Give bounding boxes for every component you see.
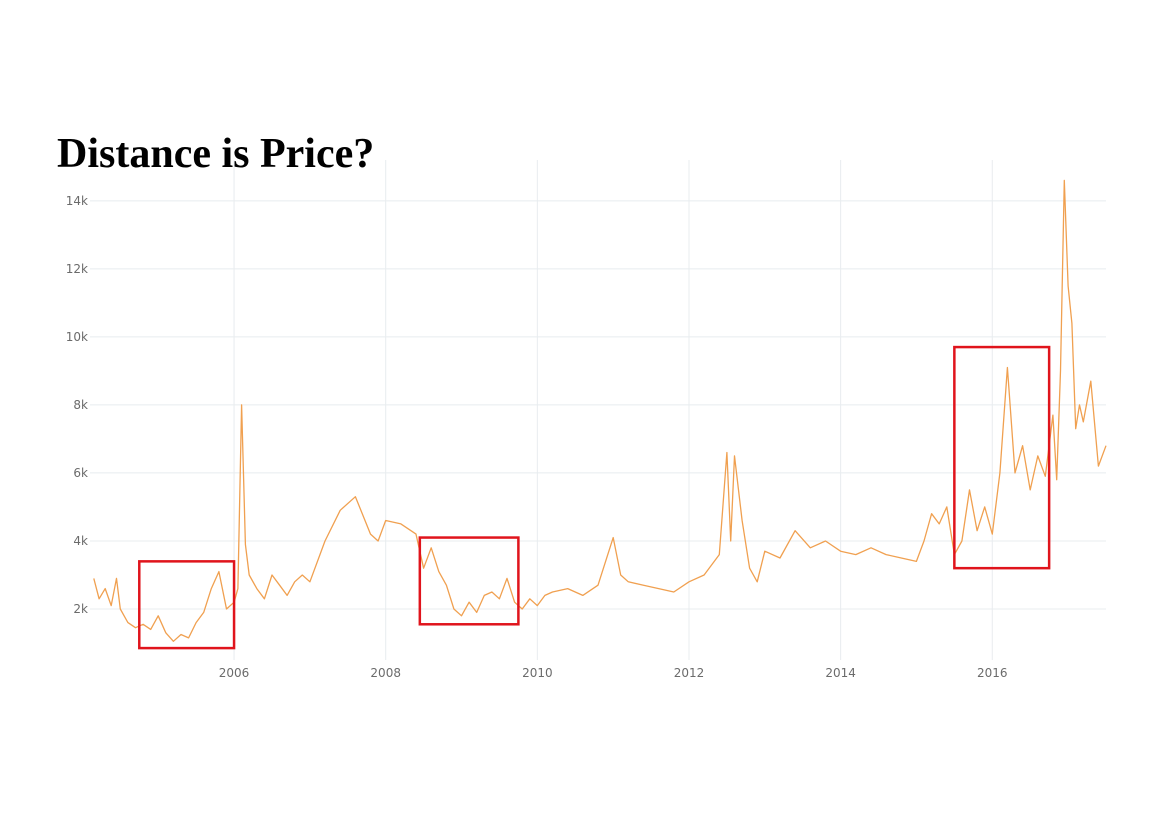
x-tick-label: 2006 [219, 666, 250, 680]
highlight-box [418, 536, 520, 626]
y-tick-label: 2k [73, 602, 88, 616]
highlight-box [953, 345, 1051, 570]
slide-title: Distance is Price? [57, 131, 375, 177]
y-tick-label: 6k [73, 466, 88, 480]
x-axis-ticks: 2006 2008 2010 2012 2014 2016 [219, 666, 1008, 680]
highlight-box [138, 560, 236, 650]
y-tick-label: 8k [73, 398, 88, 412]
y-tick-label: 12k [66, 262, 88, 276]
x-tick-label: 2014 [825, 666, 856, 680]
x-tick-label: 2008 [370, 666, 401, 680]
x-tick-label: 2010 [522, 666, 553, 680]
y-tick-label: 14k [66, 194, 88, 208]
y-axis-ticks: 2k 4k 6k 8k 10k 12k 14k [66, 194, 88, 616]
x-tick-label: 2016 [977, 666, 1008, 680]
chart-grid [90, 160, 1106, 660]
y-tick-label: 4k [73, 534, 88, 548]
series-line [93, 179, 1107, 642]
x-tick-label: 2012 [674, 666, 705, 680]
y-tick-label: 10k [66, 330, 88, 344]
highlight-boxes [138, 345, 1051, 650]
